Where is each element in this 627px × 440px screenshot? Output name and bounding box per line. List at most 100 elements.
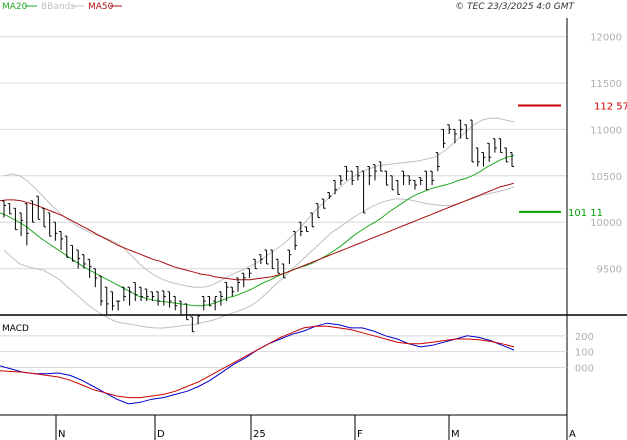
price-bar xyxy=(447,124,452,135)
x-tick-label: A xyxy=(569,429,576,440)
price-bar xyxy=(224,282,229,302)
price-bar xyxy=(378,161,383,172)
price-bar xyxy=(138,286,143,302)
price-bar xyxy=(327,191,332,199)
macd-y-tick-label: 000 xyxy=(575,364,594,375)
price-bar xyxy=(24,203,29,246)
series-line-bbands-upper xyxy=(3,117,515,288)
macd-lines xyxy=(0,322,515,405)
price-bar xyxy=(367,166,372,186)
price-bar xyxy=(30,200,35,223)
price-bar xyxy=(167,291,172,308)
price-bar xyxy=(298,221,303,237)
price-bar xyxy=(41,207,46,228)
main-y-tick-label: 12000 xyxy=(590,33,622,44)
price-bars xyxy=(2,119,514,333)
price-levels: 112 57 101 11 xyxy=(518,102,627,219)
price-bar xyxy=(344,166,349,181)
bollinger-bands xyxy=(3,117,515,329)
price-bar xyxy=(59,230,64,251)
price-bar xyxy=(2,200,6,218)
macd-y-axis-labels: 200 100 000 xyxy=(575,332,594,375)
price-bar xyxy=(333,179,338,195)
series-line-ma50 xyxy=(0,182,515,281)
price-bar xyxy=(121,286,126,302)
price-bar xyxy=(173,295,178,311)
price-bar xyxy=(19,212,24,237)
x-tick-label: D xyxy=(157,429,165,440)
main-y-tick-label: 11500 xyxy=(590,79,622,90)
x-tick-label: N xyxy=(58,429,65,440)
price-bar xyxy=(218,291,223,306)
price-bar xyxy=(253,258,258,270)
price-bar xyxy=(390,175,395,191)
price-bar xyxy=(430,170,435,186)
price-bar xyxy=(304,226,309,232)
price-bar xyxy=(498,138,503,154)
price-bar xyxy=(458,119,463,139)
price-bar xyxy=(190,316,195,333)
price-bar xyxy=(70,244,75,262)
price-bar xyxy=(492,138,497,153)
price-bar xyxy=(133,282,138,302)
price-bar xyxy=(81,254,86,269)
price-bar xyxy=(487,142,492,162)
main-y-tick-label: 10000 xyxy=(590,218,622,229)
price-bar xyxy=(361,170,366,214)
price-bar xyxy=(99,275,104,306)
price-bar xyxy=(401,170,406,186)
price-bar xyxy=(293,230,298,251)
price-bar xyxy=(418,177,423,186)
price-bar xyxy=(161,290,166,306)
main-y-tick-label: 10500 xyxy=(590,172,622,183)
price-bar xyxy=(504,147,509,163)
price-bar xyxy=(355,166,360,181)
price-bar xyxy=(310,212,315,228)
price-bar xyxy=(321,198,326,209)
x-axis-ticks: N D 25 F M A xyxy=(55,415,576,440)
macd-panel-title: MACD xyxy=(2,324,29,334)
legend-ma50-label: MA50 xyxy=(88,2,114,12)
price-bar xyxy=(104,286,109,315)
main-y-axis-labels: 12000 11500 11000 10500 10000 9500 xyxy=(590,33,622,276)
legend-bbands-label: BBands xyxy=(41,2,75,12)
price-bar xyxy=(452,128,457,144)
legend-ma20-label: MA20 xyxy=(2,2,28,12)
price-bar xyxy=(258,254,263,264)
series-line-bbands-lower xyxy=(3,186,515,329)
price-bar xyxy=(281,263,286,279)
price-bar xyxy=(435,152,440,172)
x-tick-label: 25 xyxy=(253,429,266,440)
price-bar xyxy=(481,152,486,167)
x-tick-label: M xyxy=(451,429,460,440)
price-level-label: 101 11 xyxy=(568,208,603,219)
price-bar xyxy=(264,249,269,265)
price-bar xyxy=(213,295,218,311)
price-bar xyxy=(76,249,81,269)
price-bar xyxy=(236,277,241,292)
price-bar xyxy=(144,288,149,302)
price-bar xyxy=(475,147,480,167)
price-bar xyxy=(116,300,121,311)
price-bar xyxy=(7,203,12,215)
price-bar xyxy=(36,195,41,220)
price-bar xyxy=(64,235,69,258)
price-bar xyxy=(207,295,212,307)
price-bar xyxy=(247,268,252,278)
price-bar xyxy=(412,179,417,190)
price-bar xyxy=(127,286,132,306)
price-bar xyxy=(150,291,155,302)
macd-y-tick-label: 200 xyxy=(575,332,594,343)
price-bar xyxy=(373,164,378,181)
main-y-tick-label: 9500 xyxy=(597,265,622,276)
price-bar xyxy=(110,291,115,311)
price-bar xyxy=(407,175,412,186)
price-bar xyxy=(470,119,475,163)
macd-series-signal xyxy=(0,325,515,399)
main-y-tick-label: 11000 xyxy=(590,125,622,136)
price-bar xyxy=(230,286,235,297)
copyright-text: © TEC 23/3/2025 4:0 GMT xyxy=(455,2,575,12)
price-bar xyxy=(287,249,292,264)
price-bar xyxy=(315,203,320,219)
